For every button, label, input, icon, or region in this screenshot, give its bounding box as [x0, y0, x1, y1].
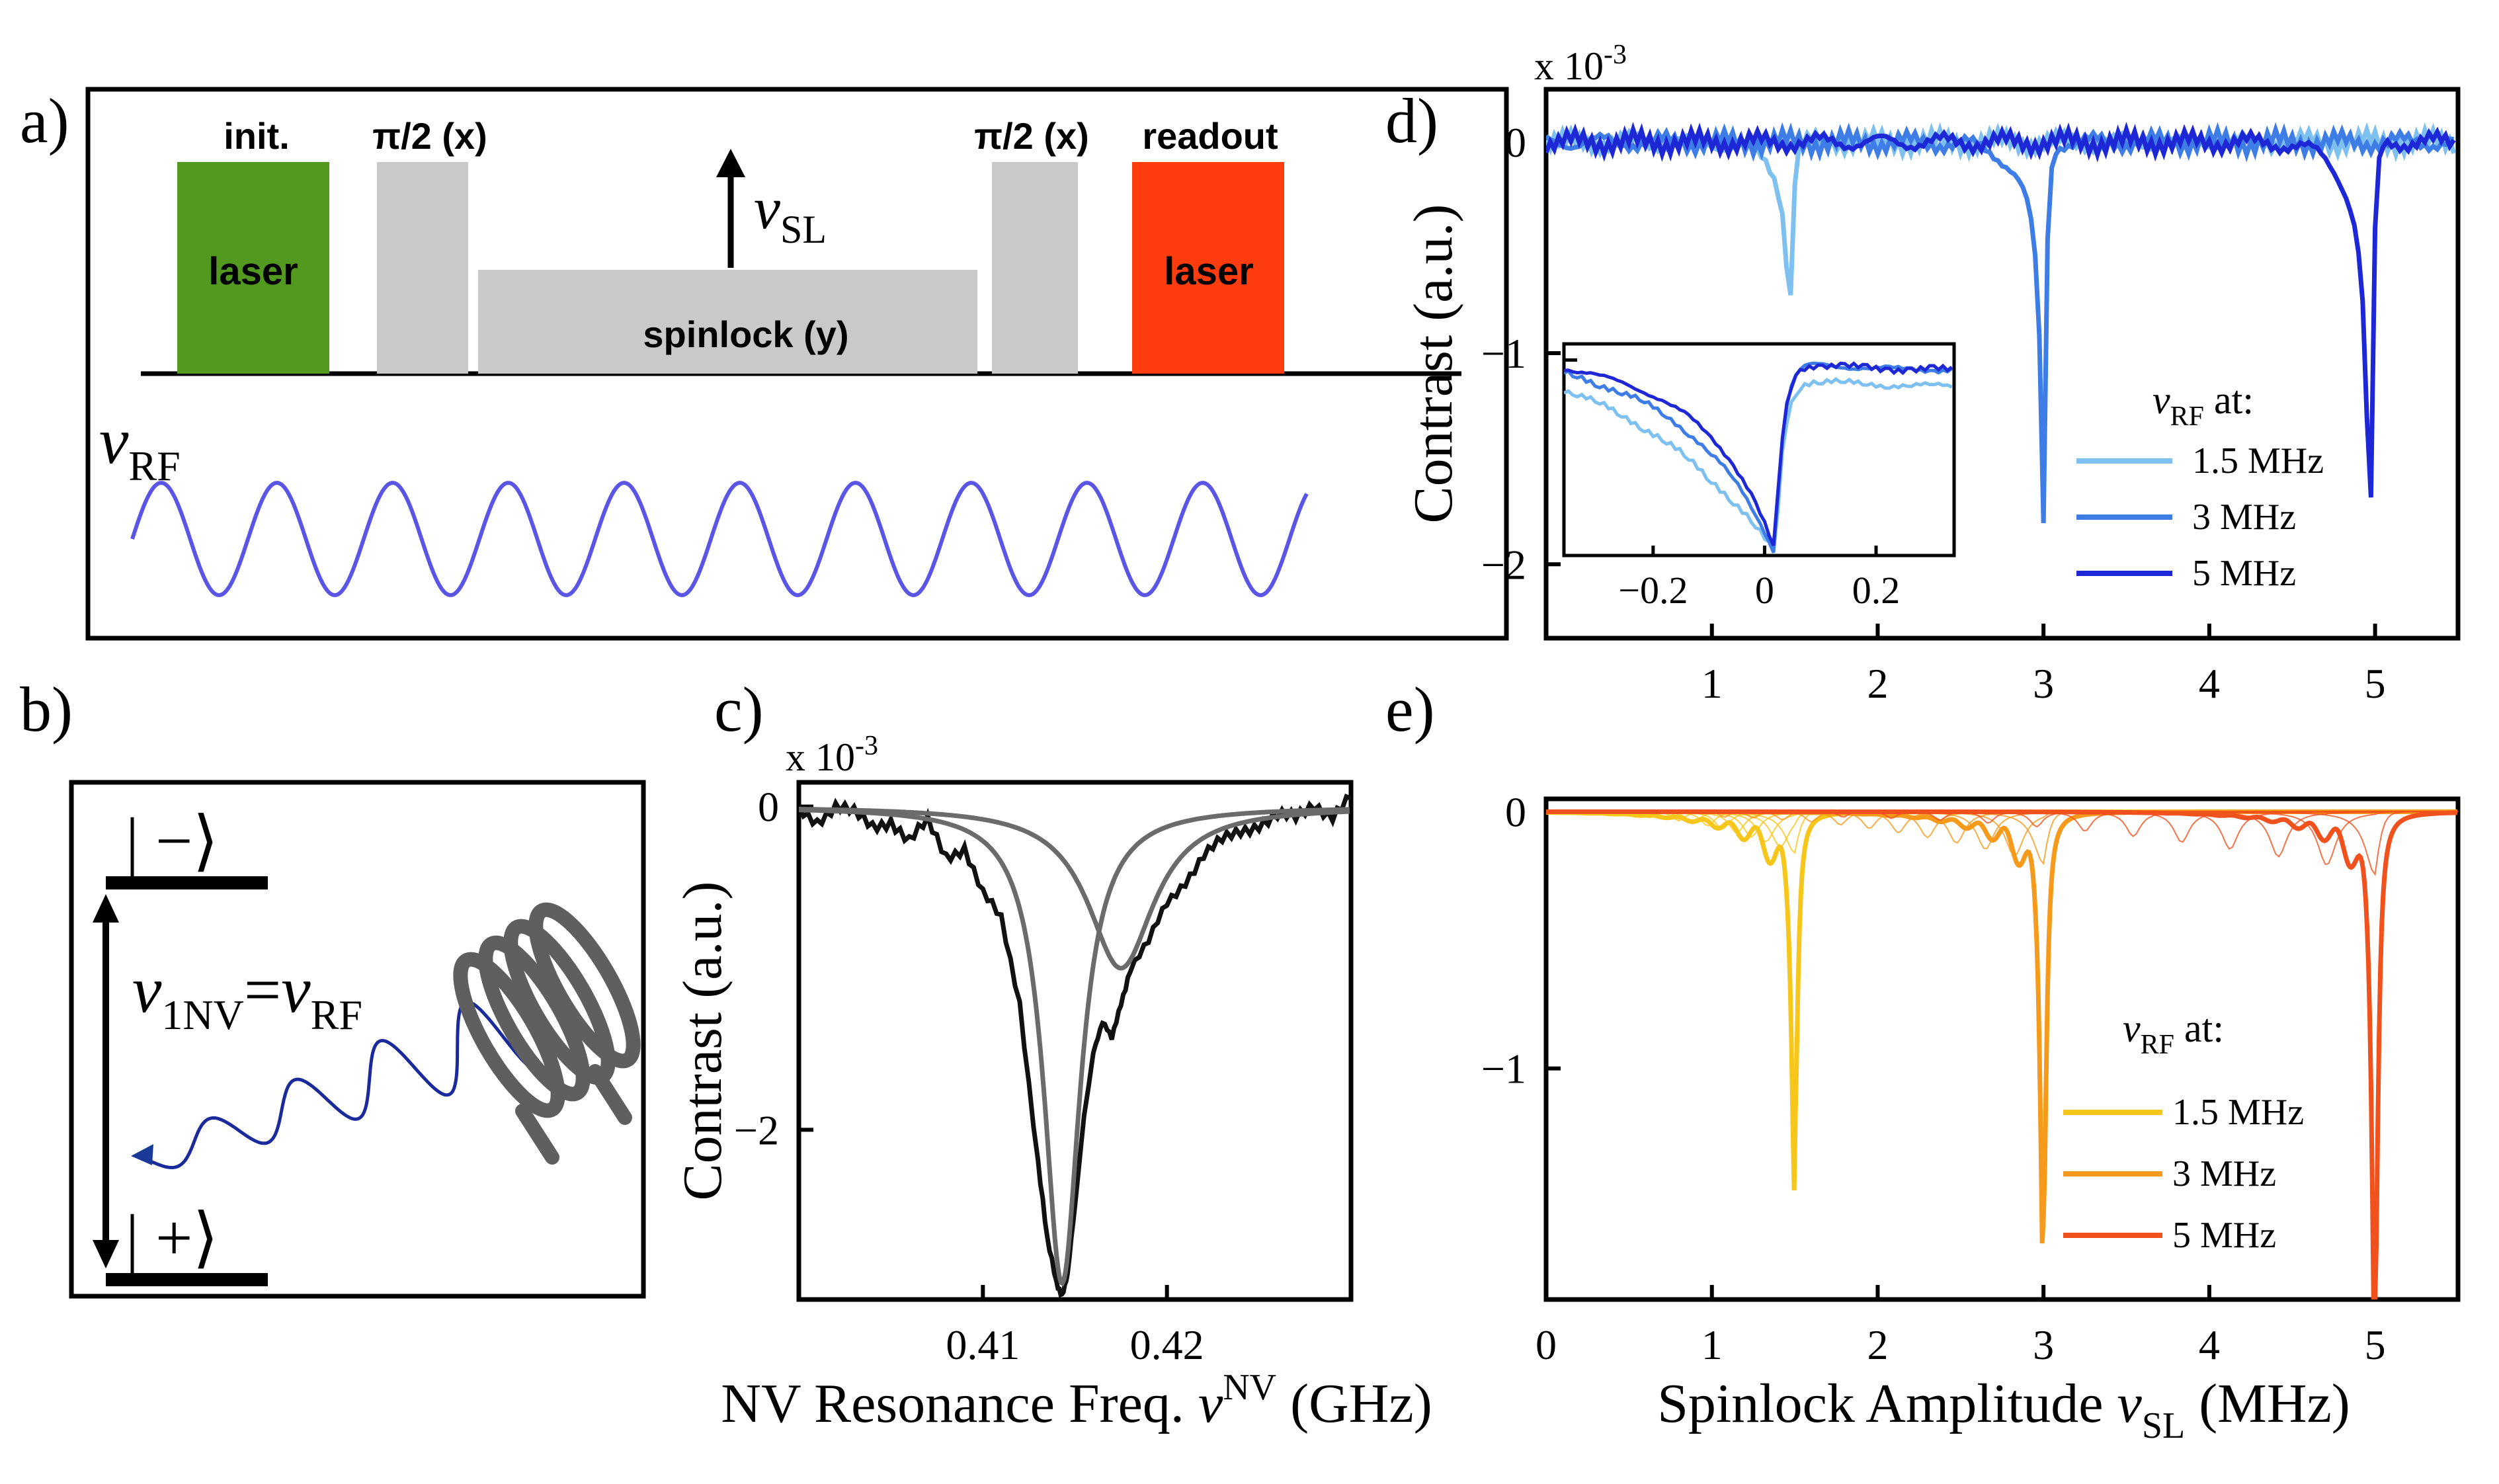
x-tick-label: 2 — [1867, 1321, 1888, 1368]
series-data — [799, 793, 1351, 1298]
y-tick-label: −1 — [1481, 1046, 1526, 1092]
inset-plot-area — [1564, 361, 1953, 554]
axes-frame — [1543, 796, 2461, 1302]
series-1.5-mhz — [1546, 809, 2457, 1191]
legend-label: 1.5 MHz — [2172, 1092, 2304, 1133]
pi2-pulse-2 — [992, 162, 1078, 374]
panel-b-frame — [69, 780, 646, 1299]
spinlock-label: spinlock (y) — [643, 313, 848, 355]
chart-d-plot-area — [1546, 122, 2457, 524]
readout-label: readout — [1142, 115, 1278, 157]
panel-label-c: c) — [714, 674, 764, 745]
x-tick-label: 1 — [1701, 1321, 1723, 1368]
coil-loop — [528, 902, 641, 1069]
series-lobe — [1546, 811, 2458, 876]
series-3-mhz — [1546, 122, 2454, 524]
x-tick-label: 2 — [1867, 660, 1888, 707]
inset-x-tick-label: 0.2 — [1852, 569, 1901, 612]
y-tick-label: −1 — [1481, 330, 1526, 377]
y-tick-label: 0 — [758, 784, 779, 831]
chart-c: 0.41 0.42 0 −2 x 10-3 Contrast (a.u.) NV Reson… — [672, 731, 1432, 1434]
spinlock-pulse — [478, 270, 977, 374]
readout-laser-pulse — [1132, 162, 1284, 374]
chart-d: 1 2 3 4 5 0 −1 −2 x 10-3 Contrast (a.u.) −0.2 0 0.2 v… — [1403, 40, 2461, 707]
rf-waveform — [130, 480, 1309, 598]
chart-c-plot-area — [799, 793, 1351, 1298]
pi2-label-1: π/2 (x) — [372, 115, 487, 157]
pi2-pulse-1 — [377, 162, 468, 374]
legend-title: vRF at: — [2123, 1007, 2224, 1060]
chart-e-legend: vRF at: 1.5 MHz 3 MHz 5 MHz — [2063, 1007, 2304, 1256]
inset-series-1.5-mhz — [1564, 377, 1953, 554]
legend-label: 3 MHz — [2172, 1153, 2276, 1194]
y-tick-label: 0 — [1505, 119, 1526, 166]
y-axis-label: Contrast (a.u.) — [1403, 204, 1464, 524]
series-fit-1 — [799, 807, 1350, 1287]
axes-frame — [796, 780, 1354, 1302]
legend-label: 5 MHz — [2192, 553, 2296, 594]
chart-e-plot-area — [1546, 809, 2458, 1299]
x-tick-label: 0.41 — [946, 1321, 1020, 1368]
photon-arrow-head — [131, 1144, 153, 1165]
x-tick-label: 3 — [2033, 1321, 2054, 1368]
x-axis-label: Spinlock Amplitude vSL (MHz) — [1657, 1373, 2350, 1446]
init-laser-label: laser — [208, 250, 298, 293]
x-axis-label: NV Resonance Freq. vNV (GHz) — [721, 1367, 1432, 1434]
transition-arrow-top — [93, 894, 119, 923]
vsl-symbol: vSL — [754, 176, 827, 251]
state-minus-label: | −⟩ — [126, 804, 218, 878]
vsl-arrow-head — [716, 149, 745, 177]
axis-multiplier: x 10-3 — [1534, 40, 1627, 88]
x-tick-label: 0.42 — [1130, 1321, 1204, 1368]
chart-d-inset: −0.2 0 0.2 — [1562, 342, 1956, 612]
series-3-mhz — [1546, 809, 2457, 1244]
y-tick-label: −2 — [1481, 541, 1526, 588]
rf-symbol: vRF — [99, 404, 181, 489]
x-tick-label: 4 — [2199, 1321, 2220, 1368]
series-5-mhz — [1546, 122, 2456, 498]
series-1.5-mhz — [1546, 122, 2457, 296]
x-tick-label: 1 — [1701, 660, 1723, 707]
legend-label: 5 MHz — [2172, 1215, 2276, 1256]
coil-lead — [515, 1104, 559, 1165]
x-tick-label: 5 — [2365, 660, 2386, 707]
readout-laser-label: laser — [1164, 250, 1253, 293]
series-5-mhz — [1546, 809, 2457, 1299]
panel-label-e: e) — [1385, 674, 1435, 745]
legend-label: 1.5 MHz — [2192, 440, 2324, 481]
transition-arrow-bottom — [93, 1240, 119, 1268]
x-tick-label: 3 — [2033, 660, 2054, 707]
y-tick-label: −2 — [734, 1106, 779, 1153]
y-axis-label: Contrast (a.u.) — [672, 882, 733, 1201]
chart-d-legend: vRF at: 1.5 MHz 3 MHz 5 MHz — [2076, 378, 2324, 594]
series-fit-2 — [799, 807, 1350, 971]
inset-series-5-mhz — [1564, 361, 1953, 546]
inset-x-tick-label: 0 — [1755, 569, 1774, 612]
coil-lead — [588, 1064, 632, 1125]
pi2-label-2: π/2 (x) — [974, 115, 1089, 157]
inset-series-3-mhz — [1564, 361, 1953, 554]
init-laser-pulse — [177, 162, 329, 374]
panel-label-d: d) — [1385, 85, 1438, 156]
panel-label-a: a) — [20, 85, 69, 156]
x-tick-label: 4 — [2199, 660, 2220, 707]
rf-photon-wave — [148, 1000, 533, 1169]
axes-frame — [1543, 87, 2461, 641]
x-tick-label: 5 — [2365, 1321, 2386, 1368]
resonance-condition: v1NV=vRF — [132, 953, 362, 1038]
x-tick-label: 0 — [1536, 1321, 1557, 1368]
inset-x-tick-label: −0.2 — [1618, 569, 1688, 612]
axis-multiplier: x 10-3 — [786, 731, 878, 779]
rf-coil-icon — [453, 902, 641, 1165]
panel-label-b: b) — [20, 674, 73, 745]
state-plus-label: | +⟩ — [126, 1201, 218, 1274]
y-tick-label: 0 — [1505, 788, 1526, 835]
init-label: init. — [224, 115, 290, 157]
legend-label: 3 MHz — [2192, 497, 2296, 538]
legend-title: vRF at: — [2152, 378, 2254, 432]
panel-a-frame — [85, 87, 1509, 641]
chart-e: 0 1 2 3 4 5 0 −1 Spinlock Amplitude vSL (MHz) vRF… — [1481, 788, 2461, 1446]
